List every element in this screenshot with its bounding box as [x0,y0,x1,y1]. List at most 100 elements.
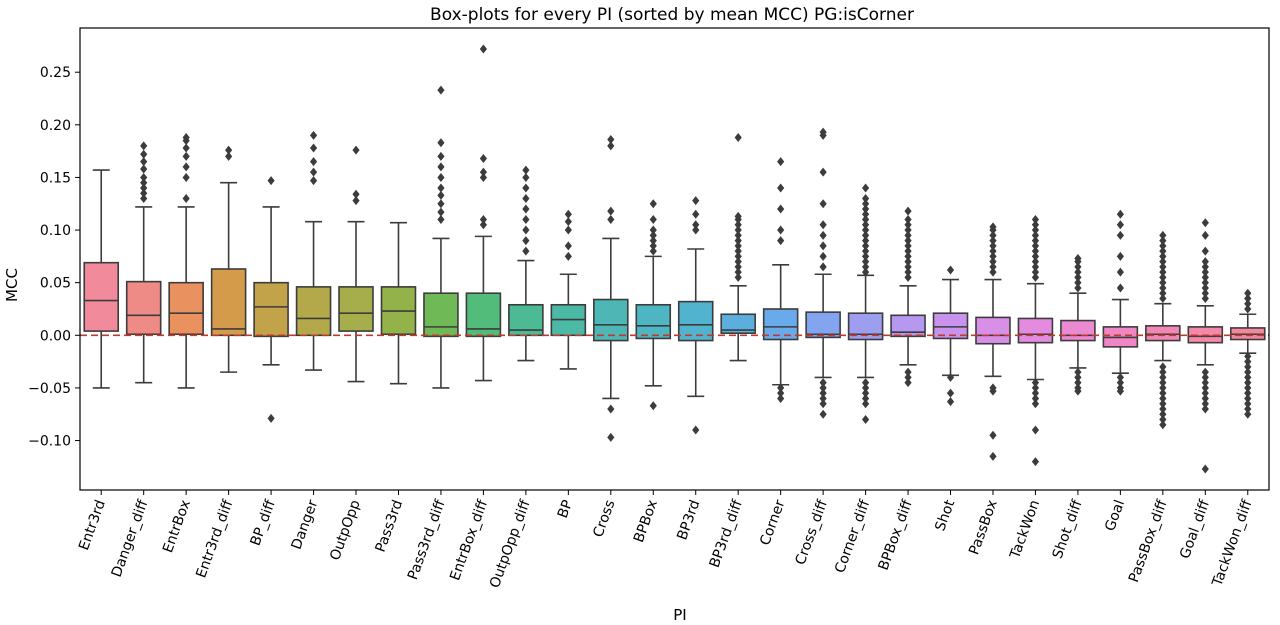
box-group [805,127,841,419]
outlier-point [861,399,870,409]
outlier-point [1201,262,1209,272]
box-group [932,265,969,407]
outlier-point [309,157,318,167]
box-group [253,176,289,423]
outlier-point [1201,288,1209,298]
outlier-point [225,145,233,155]
outlier-point [692,220,700,230]
outlier-point [1031,457,1040,467]
outlier-point [819,167,827,177]
outlier-point [1159,283,1167,293]
iqr-box [932,312,969,340]
outlier-point [904,241,912,251]
x-tick-label: TackWon [1007,498,1043,562]
outlier-point [1159,388,1167,398]
outlier-point [479,172,488,182]
outlier-point [1074,386,1082,396]
outlier-point [861,388,870,398]
outlier-point [1244,351,1252,361]
outlier-point [819,220,827,230]
outlier-point [1201,378,1209,388]
outlier-point [904,236,912,246]
outlier-point [692,209,700,219]
outlier-point [904,378,912,388]
outlier-point [777,204,785,214]
outlier-point [140,178,148,188]
outlier-point [1201,293,1209,303]
outlier-point [1074,253,1082,263]
box-group [83,169,120,389]
outlier-point [904,257,912,267]
outlier-point [522,246,530,256]
outlier-point [309,130,318,140]
outlier-point [1159,251,1167,261]
outlier-point [1244,383,1252,393]
outlier-point [989,246,997,256]
outlier-point [777,225,785,235]
outlier-point [734,236,742,246]
x-tick-label: EntrBox [160,498,194,555]
outlier-point [1074,262,1082,272]
outlier-point [989,257,997,267]
outlier-point [777,388,785,398]
outlier-point [1244,393,1252,403]
outlier-point [1031,241,1040,251]
outlier-point [1201,393,1209,403]
outlier-point [1159,383,1167,393]
outlier-point [564,209,572,219]
outlier-point [1116,267,1124,277]
outlier-point [437,162,445,172]
x-tick-label: Cross_diff [793,498,831,568]
outlier-point [1031,257,1040,267]
outlier-point [607,404,615,414]
outlier-point [989,430,997,440]
outlier-point [819,393,827,403]
outlier-point [1031,251,1040,261]
outlier-point [861,378,870,388]
x-tick-label: Shot_diff [1050,498,1086,561]
iqr-box [762,308,799,341]
outlier-point [564,225,572,235]
outlier-point [309,176,318,186]
box-group [1187,218,1224,474]
outlier-point [1244,357,1252,367]
outlier-point [1031,220,1040,230]
iqr-box [253,281,289,338]
outlier-point [140,188,148,198]
outlier-point [437,199,445,209]
x-tick-label: Danger [289,498,322,552]
outlier-point [649,225,657,235]
outlier-point [140,164,148,174]
outlier-point [1074,367,1082,377]
outlier-point [777,383,785,393]
outlier-point [522,236,530,246]
iqr-box [805,311,841,339]
outlier-point [946,372,955,382]
x-tick-label: BP_diff [248,498,279,548]
outlier-point [182,132,190,142]
box-group [720,132,756,362]
box-group [635,199,672,411]
outlier-point [564,251,572,261]
outlier-point [861,215,870,225]
outlier-point [861,183,870,193]
outlier-point [437,190,445,200]
x-tick-label: Danger_diff [109,498,152,580]
outlier-point [1244,409,1252,419]
outlier-point [564,241,572,251]
box-group [295,130,332,371]
x-tick-label: Corner_diff [832,498,873,576]
outlier-point [437,138,445,148]
outlier-point [522,225,530,235]
outlier-point [861,383,870,393]
outlier-point [437,85,445,95]
box-group [1102,209,1139,396]
outlier-point [734,272,742,282]
outlier-point [861,267,870,277]
y-tick-label: −0.10 [28,434,71,450]
outlier-point [352,145,360,155]
outlier-point [1244,399,1252,409]
box-group [847,183,884,424]
outlier-point [649,241,657,251]
x-tick-label: PassBox [966,498,1001,557]
